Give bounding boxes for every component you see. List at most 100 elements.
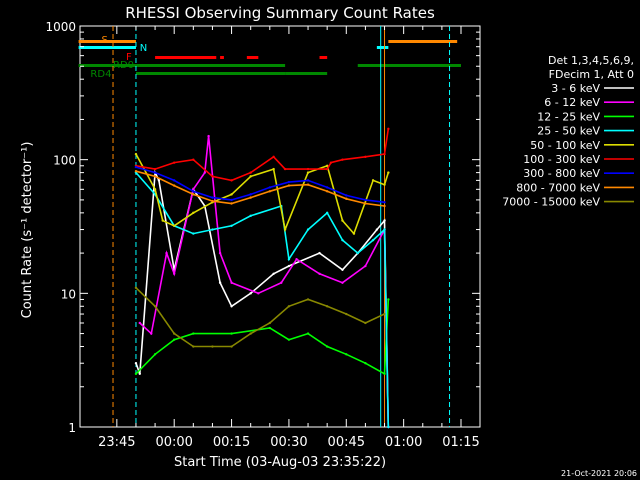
y-tick-label: 1 [68, 421, 76, 435]
data-point [272, 272, 275, 276]
legend: Det 1,3,4,5,6,9,FDecim 1, Att 03 - 6 keV… [502, 54, 634, 209]
x-tick-label: 00:45 [328, 435, 365, 450]
data-point [287, 338, 291, 341]
data-point [230, 179, 233, 182]
flag-label-s: S [102, 35, 108, 46]
data-point [268, 190, 272, 193]
data-point [341, 219, 344, 222]
data-point [383, 152, 386, 156]
data-point [387, 298, 390, 301]
data-point [249, 196, 252, 199]
data-point [249, 171, 252, 174]
y-axis-label: Count Rate (s⁻¹ detector⁻¹) [20, 142, 35, 319]
data-point [157, 179, 161, 182]
data-point [211, 175, 214, 178]
legend-label: 50 - 100 keV [530, 139, 600, 152]
flag-label-f: F [126, 52, 132, 63]
series-line-7000-15000-kev [135, 287, 385, 348]
data-point [257, 292, 260, 295]
series-line-800-7000-kev [135, 170, 385, 207]
data-point [272, 167, 275, 171]
series-line-25-50-kev [135, 172, 390, 428]
data-point [161, 219, 164, 222]
data-point [341, 238, 344, 242]
legend-header: FDecim 1, Att 0 [549, 68, 634, 81]
data-point [325, 190, 329, 193]
flag-bar-rd0 [78, 64, 286, 67]
data-point [387, 171, 390, 174]
data-point [249, 292, 252, 295]
data-point [207, 134, 210, 138]
y-tick-label: 100 [53, 154, 76, 168]
data-point [318, 251, 321, 255]
data-point [192, 345, 195, 348]
series-line-3-6-kev [135, 169, 390, 428]
data-point [325, 305, 329, 308]
data-point [364, 198, 367, 202]
series-line-300-800-kev [135, 166, 385, 204]
data-point [364, 264, 367, 268]
data-point [268, 321, 272, 325]
legend-label: 7000 - 15000 keV [502, 196, 600, 209]
data-point [268, 326, 272, 330]
data-point [383, 201, 386, 204]
data-point [134, 152, 138, 156]
data-point [345, 197, 348, 200]
data-point [341, 268, 344, 271]
data-point [341, 281, 344, 284]
legend-label: 12 - 25 keV [537, 110, 600, 123]
data-point [153, 353, 157, 356]
data-point [192, 190, 195, 193]
chart-title: RHESSI Observing Summary Count Rates [125, 4, 435, 22]
data-point [371, 238, 375, 242]
data-point [287, 180, 291, 184]
data-point [192, 232, 195, 235]
data-point [173, 161, 176, 164]
data-point [138, 321, 141, 325]
flag-label-rd0: RD0 [113, 60, 134, 71]
x-tick-label: 00:15 [213, 435, 250, 450]
data-point [306, 167, 310, 171]
data-point [211, 196, 214, 199]
flag-bar-s [388, 40, 458, 43]
data-point [356, 251, 359, 255]
data-point [306, 228, 310, 231]
data-point [383, 228, 386, 231]
data-point [383, 204, 386, 208]
flag-label-n: N [140, 43, 147, 54]
flag-bar-rd4 [285, 72, 328, 75]
data-point [218, 251, 222, 255]
data-point [306, 332, 310, 335]
data-point [230, 305, 233, 308]
flag-bar-f [220, 56, 224, 59]
legend-label: 3 - 6 keV [551, 82, 600, 95]
data-point [383, 312, 386, 316]
data-point [153, 167, 157, 171]
data-point [230, 332, 233, 335]
flag-bar-f [319, 56, 328, 59]
x-tick-label: 23:45 [98, 435, 135, 450]
data-point [283, 228, 287, 231]
data-point [345, 194, 348, 197]
data-point [173, 272, 176, 276]
data-point [352, 232, 356, 235]
data-point [165, 251, 168, 255]
data-point [230, 345, 233, 348]
data-point [383, 372, 386, 376]
data-point [203, 171, 206, 174]
data-point [364, 202, 367, 205]
legend-label: 800 - 7000 keV [516, 181, 600, 194]
data-point [173, 224, 176, 228]
data-point [218, 281, 222, 284]
data-point [280, 281, 283, 284]
data-point [375, 228, 379, 231]
legend-label: 100 - 300 keV [523, 153, 600, 166]
data-point [230, 224, 233, 228]
footer-timestamp: 21-Oct-2021 20:06 [561, 469, 637, 478]
legend-label: 25 - 50 keV [537, 125, 600, 138]
legend-label: 6 - 12 keV [544, 96, 600, 109]
data-point [318, 272, 321, 276]
data-point [383, 183, 386, 186]
data-point [364, 362, 367, 365]
